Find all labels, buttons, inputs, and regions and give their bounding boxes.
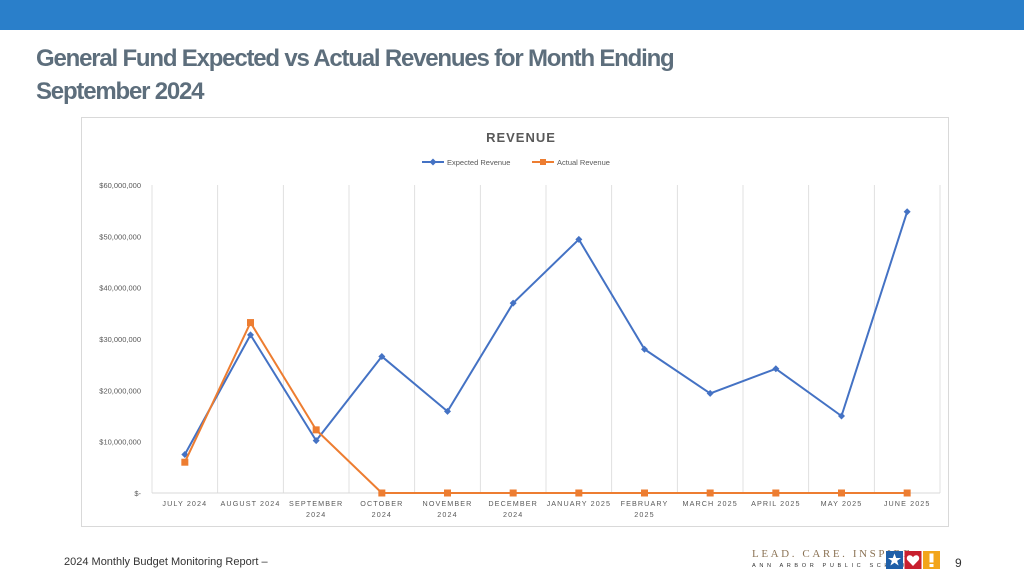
x-tick-label: 2024 <box>372 510 392 519</box>
point-expected-revenue <box>706 389 714 397</box>
point-expected-revenue <box>641 345 648 353</box>
point-actual-revenue <box>509 489 517 497</box>
point-actual-revenue <box>838 489 845 497</box>
chart-title: REVENUE <box>486 130 556 145</box>
x-tick-label: 2024 <box>503 510 523 519</box>
y-tick-label: $30,000,000 <box>99 335 141 344</box>
x-tick-label: 2024 <box>306 510 326 519</box>
point-expected-revenue <box>575 235 583 243</box>
point-expected-revenue <box>181 451 189 458</box>
logo-exclaim-dot <box>929 564 934 567</box>
point-expected-revenue <box>903 208 911 216</box>
x-tick-label: DECEMBER <box>488 499 538 508</box>
x-tick-label: NOVEMBER <box>423 499 473 508</box>
point-actual-revenue <box>247 319 254 327</box>
y-tick-label: $20,000,000 <box>99 386 141 395</box>
x-tick-label: JUNE 2025 <box>884 499 931 508</box>
logo-icons <box>886 551 940 569</box>
y-tick-label: $10,000,000 <box>99 438 141 447</box>
footer-report-label: 2024 Monthly Budget Monitoring Report – <box>64 556 268 568</box>
district-logo: LEAD. CARE. INSPIRE. ANN ARBOR PUBLIC SC… <box>752 548 942 572</box>
x-tick-label: AUGUST 2024 <box>221 499 281 508</box>
x-tick-label: 2024 <box>437 510 457 519</box>
point-expected-revenue <box>838 412 845 420</box>
point-expected-revenue <box>247 331 254 339</box>
legend-marker-1 <box>540 159 546 165</box>
logo-star-shape <box>888 553 901 566</box>
x-tick-label: SEPTEMBER <box>289 499 343 508</box>
point-expected-revenue <box>509 299 517 307</box>
top-accent-bar <box>0 0 1024 30</box>
point-expected-revenue <box>378 352 386 360</box>
x-tick-label: JULY 2024 <box>162 499 207 508</box>
slide-title: General Fund Expected vs Actual Revenues… <box>36 42 936 108</box>
point-actual-revenue <box>444 489 451 497</box>
x-tick-label: JANUARY 2025 <box>547 499 611 508</box>
y-tick-label: $60,000,000 <box>99 181 141 190</box>
y-tick-label: $- <box>134 489 141 498</box>
x-tick-label: 2025 <box>634 510 654 519</box>
slide-title-line-2: September 2024 <box>36 78 205 105</box>
slide-title-line-1: General Fund Expected vs Actual Revenues… <box>36 45 675 72</box>
logo-exclaim-bar <box>929 553 934 563</box>
series-line-expected-revenue <box>183 211 909 455</box>
legend-marker-0 <box>429 158 437 166</box>
x-tick-label: MARCH 2025 <box>682 499 737 508</box>
point-actual-revenue <box>378 489 386 497</box>
logo-subtitle: ANN ARBOR PUBLIC SCHOOLS <box>752 563 923 569</box>
revenue-chart: REVENUE Expected Revenue Actual Revenue $- $… <box>99 130 941 519</box>
page-number: 9 <box>955 556 962 570</box>
legend-label-1: Actual Revenue <box>557 158 610 167</box>
logo-tagline: LEAD. CARE. INSPIRE. <box>752 548 918 560</box>
point-actual-revenue <box>312 426 320 434</box>
x-tick-label: OCTOBER <box>360 499 403 508</box>
point-expected-revenue <box>772 365 780 373</box>
point-actual-revenue <box>181 458 189 466</box>
legend-label-0: Expected Revenue <box>447 158 510 167</box>
revenue-chart-frame: REVENUE Expected Revenue Actual Revenue $- $… <box>81 117 949 527</box>
logo-heart-shape <box>906 555 920 566</box>
point-expected-revenue <box>444 407 451 415</box>
x-tick-label: FEBRUARY <box>621 499 669 508</box>
point-expected-revenue <box>312 437 320 445</box>
point-actual-revenue <box>903 489 911 497</box>
x-tick-label: APRIL 2025 <box>751 499 801 508</box>
series-line-actual-revenue <box>183 321 908 494</box>
point-actual-revenue <box>706 489 714 497</box>
point-actual-revenue <box>575 489 583 497</box>
x-tick-label: MAY 2025 <box>821 499 863 508</box>
point-actual-revenue <box>772 489 780 497</box>
point-actual-revenue <box>641 489 648 497</box>
y-tick-label: $50,000,000 <box>99 232 141 241</box>
y-tick-label: $40,000,000 <box>99 284 141 293</box>
